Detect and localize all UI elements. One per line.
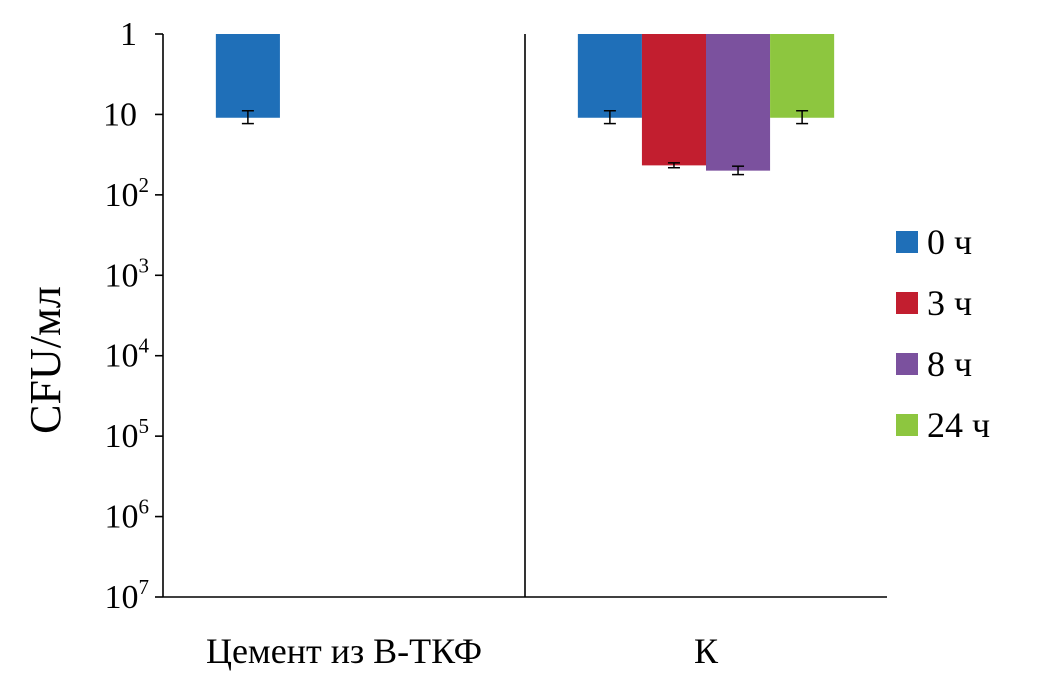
y-tick-base: 10 bbox=[105, 418, 139, 455]
y-tick-exponent: 5 bbox=[139, 414, 150, 438]
error-bars-layer bbox=[241, 109, 809, 176]
bar bbox=[706, 34, 771, 171]
legend: 0 ч 3 ч 8 ч 24 ч bbox=[896, 222, 990, 445]
y-tick-label: 10 bbox=[103, 96, 137, 133]
y-tick-base: 10 bbox=[105, 257, 139, 294]
legend-swatch bbox=[896, 353, 918, 375]
legend-swatch bbox=[896, 231, 918, 253]
legend-swatch bbox=[896, 414, 918, 436]
y-tick-base: 10 bbox=[105, 579, 139, 616]
y-tick-base: 10 bbox=[105, 338, 139, 375]
legend-label: 3 ч bbox=[927, 283, 972, 323]
y-tick-label: 103 bbox=[105, 253, 150, 294]
legend-swatch bbox=[896, 292, 918, 314]
y-tick-label: 105 bbox=[105, 414, 150, 455]
y-tick-exponent: 3 bbox=[139, 253, 150, 277]
x-category-label: Цемент из В-ТКФ bbox=[206, 631, 482, 671]
bar bbox=[215, 34, 280, 118]
bars-layer bbox=[215, 34, 835, 171]
legend-label: 24 ч bbox=[927, 405, 990, 445]
y-tick-label: 102 bbox=[105, 173, 150, 214]
bar bbox=[641, 34, 706, 166]
y-tick-base: 10 bbox=[105, 177, 139, 214]
y-tick-exponent: 6 bbox=[139, 495, 150, 519]
bar bbox=[577, 34, 642, 118]
x-axis-categories: Цемент из В-ТКФ К bbox=[206, 631, 719, 671]
y-axis-label: CFU/мл bbox=[21, 286, 70, 434]
y-tick-exponent: 7 bbox=[139, 575, 150, 599]
legend-label: 8 ч bbox=[927, 344, 972, 384]
legend-label: 0 ч bbox=[927, 222, 972, 262]
y-tick-exponent: 2 bbox=[139, 173, 150, 197]
y-tick-label: 106 bbox=[105, 495, 150, 536]
bar bbox=[770, 34, 835, 118]
y-tick-label: 104 bbox=[105, 334, 150, 375]
x-category-label: К bbox=[694, 631, 719, 671]
y-tick-label: 107 bbox=[105, 575, 150, 616]
y-tick-label: 1 bbox=[120, 16, 137, 53]
y-tick-exponent: 4 bbox=[139, 334, 150, 358]
y-tick-base: 10 bbox=[105, 499, 139, 536]
